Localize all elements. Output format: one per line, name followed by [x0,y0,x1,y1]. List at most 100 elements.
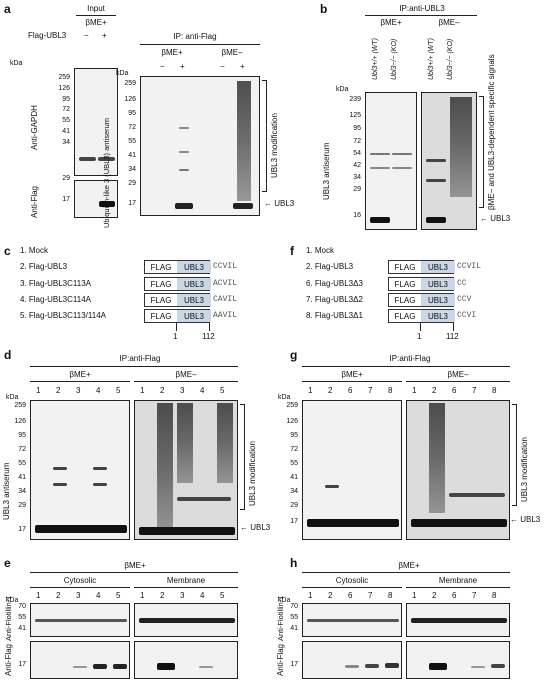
ubl3-arrow-a: ← UBL3 [264,199,295,208]
lane-number: 2 [160,386,165,395]
panel-label-h: h [290,556,298,570]
membrane-h: Membrane [438,576,478,585]
panel-label-e: e [4,556,11,570]
pos-tick [176,323,177,331]
ubl3-band [233,203,253,209]
c-terminal-seq: CCVIL [457,262,482,271]
input-underline [76,15,116,16]
bme-minus-b: βME– [438,18,460,27]
c-terminal-seq: AAVIL [213,311,238,320]
ip-title-d: IP:anti-Flag [119,354,161,363]
ubl3-domain: UBL3 [177,278,211,290]
mw-tick: 41 [62,128,70,135]
lane-number: 2 [328,386,333,395]
mw-tick: 34 [290,488,298,495]
flotillin-band [307,619,399,622]
input-bme-plus: βME+ [85,18,107,27]
mw-tick: 259 [286,402,298,409]
ubl3-band-row [139,527,235,535]
lane-number: 1 [140,591,145,600]
mw-tick: 72 [18,446,26,453]
sub-underline [134,381,238,382]
smear [177,403,193,483]
anti-flotillin-label-h: Anti-Flotillin-1 [276,595,285,641]
lane-number: 1 [140,386,145,395]
flag-tag: FLAG [145,294,178,306]
anti-gapdh-label: Anti-GAPDH [30,105,39,150]
construct-item: 3. Flag-UBL3C113A [20,279,91,288]
anti-flag-label-e: Anti-Flag [4,643,13,676]
mw-tick: 34 [18,488,26,495]
input-lane-minus: − [84,31,89,40]
ubl3-domain: UBL3 [421,310,455,322]
smear-ko [450,97,472,197]
mw-tick: 17 [290,661,298,668]
kda-a-right: kDa [116,70,129,77]
ubl3-band-row [307,519,399,527]
kda-h: kDa [278,597,291,604]
band [113,664,127,669]
c-terminal-seq: CCV [457,295,472,304]
faint-band [179,151,189,153]
ip-flag-blot-a [140,76,260,216]
ubl3-domain: UBL3 [177,294,211,306]
band [325,485,339,488]
smear [429,403,445,513]
lane-number: 3 [180,591,185,600]
c-terminal-seq: CCVI [457,311,477,320]
mw-tick: 125 [349,112,361,119]
flag-blot-mem-e [134,641,238,679]
flotillin-band [35,619,127,622]
construct-item: 8. Flag-UBL3Δ1 [306,311,363,320]
ubl3-ip-blot-minus [421,92,477,230]
flag-blot-cyto-h [302,641,402,679]
ubl3-domain: UBL3 [421,261,455,273]
smear [217,403,233,483]
mw-tick: 70 [290,603,298,610]
ubl3-band-row [411,519,507,527]
bme-plus-a: βME+ [161,48,183,57]
modification-label-d: UBL3 modification [248,441,257,506]
modification-label-a: UBL3 modification [270,113,279,178]
anti-flag-label-a: Anti-Flag [30,185,39,218]
flag-tag: FLAG [145,310,178,322]
lane-number: 7 [472,591,477,600]
mw-tick: 16 [353,212,361,219]
ip-anti-ubl3-title: IP:anti-UBL3 [399,4,445,13]
ubl3-band [426,217,446,223]
flag-blot-cyto-e [30,641,130,679]
kda-d: kDa [6,394,19,401]
construct-diagram: FLAG UBL3 [388,293,455,307]
ip-title-g: IP:anti-Flag [389,354,431,363]
pos-tick [209,323,210,331]
mw-tick: 34 [62,139,70,146]
construct-diagram: FLAG UBL3 [388,260,455,274]
flag-ubl3-row-label: Flag-UBL3 [28,31,67,40]
ip-underline-g [302,366,510,367]
kda-b: kDa [336,86,349,93]
mw-tick: 95 [353,125,361,132]
ubl3-label-b: UBL3 [490,214,511,223]
lane-b-3: Ubl3+/+ (WT) [428,37,435,80]
c-terminal-seq: ACVIL [213,279,238,288]
lane-number: 8 [492,591,497,600]
mw-tick: 72 [62,106,70,113]
mw-tick: 72 [353,138,361,145]
mw-tick: 259 [14,402,26,409]
panel-label-f: f [290,244,294,258]
lane-number: 2 [56,386,61,395]
membrane-e: Membrane [166,576,206,585]
mw-tick: 41 [18,625,26,632]
pos-tick [453,323,454,331]
mw-tick: 126 [286,418,298,425]
flotillin-blot-mem-h [406,603,510,637]
mw-tick: 17 [62,196,70,203]
ip-underline-d [30,366,238,367]
sub-underline [134,587,238,588]
flotillin-blot-mem-e [134,603,238,637]
construct-item: 2. Flag-UBL3 [306,262,354,271]
construct-item: 4. Flag-UBL3C114A [20,295,91,304]
ip-lane-minus-1: − [160,62,165,71]
sub-underline [30,381,130,382]
bme-plus-g: βME+ [341,370,363,379]
